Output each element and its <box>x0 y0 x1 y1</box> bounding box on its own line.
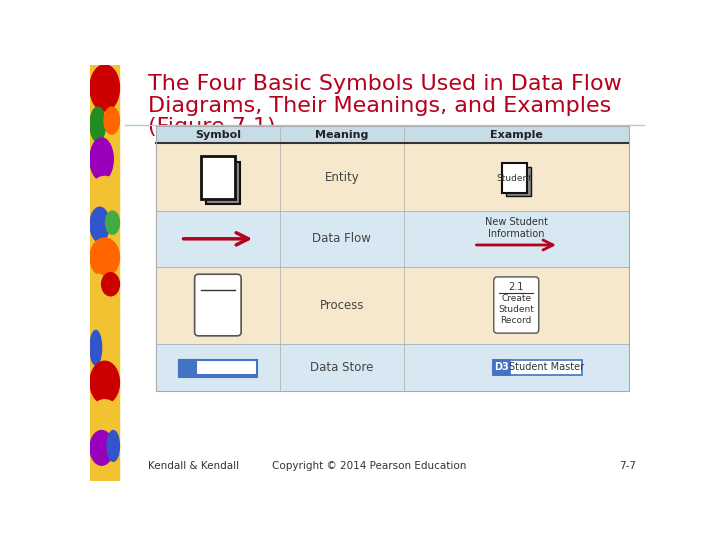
Bar <box>179 360 256 375</box>
Ellipse shape <box>90 65 120 111</box>
Bar <box>156 211 629 267</box>
Bar <box>90 65 120 481</box>
Bar <box>156 126 629 143</box>
Ellipse shape <box>90 138 113 180</box>
Bar <box>206 162 240 204</box>
Ellipse shape <box>90 238 120 276</box>
Text: Kendall & Kendall: Kendall & Kendall <box>148 461 239 471</box>
Bar <box>156 143 629 211</box>
Text: Symbol: Symbol <box>195 130 241 140</box>
Bar <box>503 164 527 193</box>
Ellipse shape <box>106 211 120 234</box>
Bar <box>201 157 235 199</box>
Text: Process: Process <box>320 299 364 312</box>
Ellipse shape <box>90 274 107 303</box>
Ellipse shape <box>90 207 109 242</box>
Ellipse shape <box>90 177 120 211</box>
Text: Data Store: Data Store <box>310 361 374 374</box>
Ellipse shape <box>90 361 120 403</box>
Text: Data Flow: Data Flow <box>312 232 372 245</box>
Bar <box>156 267 629 343</box>
Text: D3: D3 <box>494 362 509 373</box>
Text: Create
Student
Record: Create Student Record <box>498 294 534 325</box>
Bar <box>493 360 582 375</box>
Bar <box>179 360 196 375</box>
Text: Meaning: Meaning <box>315 130 369 140</box>
Text: 2.1: 2.1 <box>508 282 524 292</box>
Bar <box>156 343 629 392</box>
Bar <box>506 167 531 197</box>
Bar <box>156 126 629 392</box>
Ellipse shape <box>90 107 106 142</box>
Text: New Student
Information: New Student Information <box>485 217 548 239</box>
Bar <box>493 360 510 375</box>
Text: Student Master: Student Master <box>508 362 584 373</box>
FancyBboxPatch shape <box>494 277 539 333</box>
Text: The Four Basic Symbols Used in Data Flow: The Four Basic Symbols Used in Data Flow <box>148 74 622 94</box>
Ellipse shape <box>107 430 120 461</box>
Text: 7-7: 7-7 <box>619 461 636 471</box>
Text: (Figure 7.1): (Figure 7.1) <box>148 117 276 137</box>
FancyBboxPatch shape <box>194 274 241 336</box>
Ellipse shape <box>102 273 120 296</box>
Text: Example: Example <box>490 130 543 140</box>
Ellipse shape <box>90 430 113 465</box>
Ellipse shape <box>104 107 120 134</box>
Ellipse shape <box>90 330 102 365</box>
Text: Diagrams, Their Meanings, and Examples: Diagrams, Their Meanings, and Examples <box>148 96 611 116</box>
Ellipse shape <box>90 300 120 334</box>
Ellipse shape <box>90 400 120 434</box>
Text: Student: Student <box>497 174 533 183</box>
Text: Entity: Entity <box>325 171 359 184</box>
Text: Copyright © 2014 Pearson Education: Copyright © 2014 Pearson Education <box>272 461 466 471</box>
